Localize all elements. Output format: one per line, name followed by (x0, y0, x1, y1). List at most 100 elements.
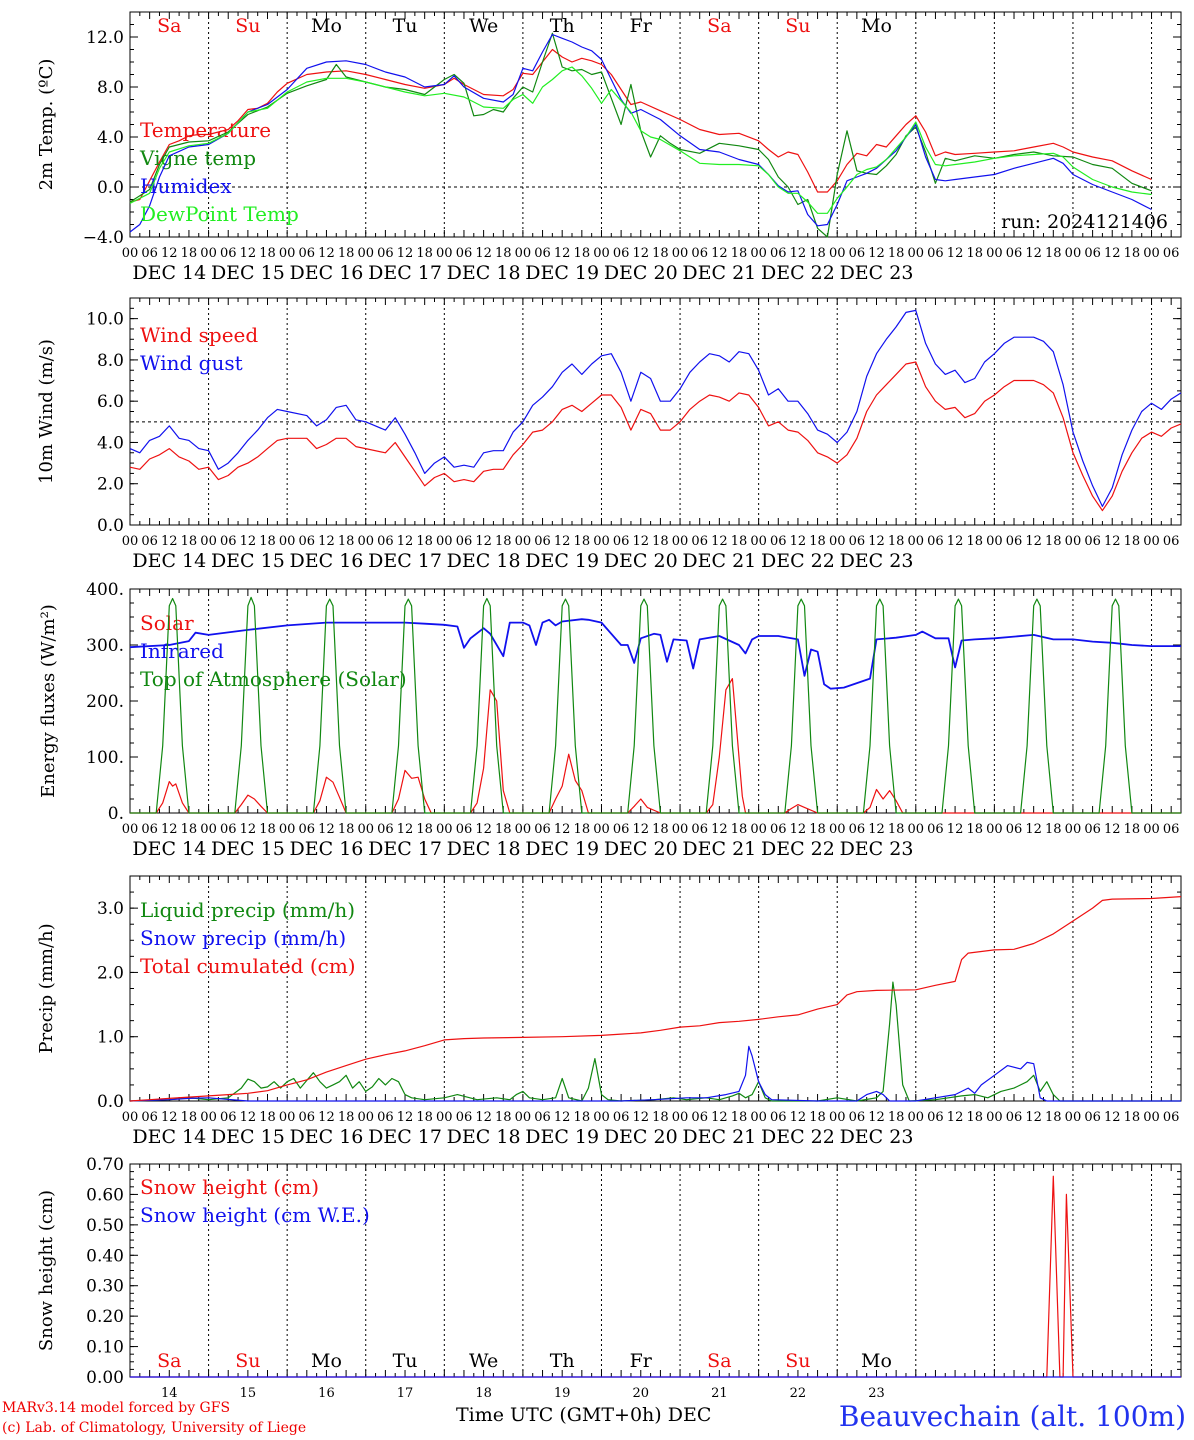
x-hour-label: 00 (515, 1110, 532, 1125)
x-hour-label: 12 (397, 822, 414, 837)
x-hour-label: 12 (711, 822, 728, 837)
y-axis-title: 2m Temp. (ºC) (36, 59, 57, 191)
x-hour-label: 00 (122, 534, 139, 549)
x-date-label: DEC 21 (682, 550, 756, 572)
legend-entry-1: Wind speed (140, 323, 258, 347)
x-hour-label: 12 (1025, 1110, 1042, 1125)
x-hour-label: 06 (456, 1110, 473, 1125)
x-hour-label: 06 (1163, 246, 1180, 261)
y-tick-label: 0.20 (86, 1307, 124, 1327)
x-hour-label: 18 (259, 822, 276, 837)
x-date-label: DEC 16 (290, 262, 364, 284)
x-hour-label: 00 (436, 534, 453, 549)
x-hour-label: 06 (534, 246, 551, 261)
x-day-number: 17 (397, 1386, 414, 1401)
x-hour-label: 00 (279, 534, 296, 549)
y-axis-title: Snow height (cm) (36, 1190, 57, 1351)
footer-lab-credit: (c) Lab. of Climatology, University of L… (2, 1420, 307, 1436)
x-hour-label: 00 (750, 246, 767, 261)
x-hour-label: 00 (436, 822, 453, 837)
x-date-label: DEC 20 (604, 262, 678, 284)
x-day-number: 23 (868, 1386, 885, 1401)
x-hour-label: 18 (888, 534, 905, 549)
y-axis-title: Precip (mm/h) (36, 923, 57, 1053)
x-hour-label: 18 (809, 1110, 826, 1125)
legend-entry-1: Temperature (140, 118, 271, 142)
x-hour-label: 06 (849, 246, 866, 261)
y-tick-label: 0.0 (97, 1092, 124, 1112)
x-hour-label: 00 (1143, 534, 1160, 549)
y-tick-label: 4.0 (97, 433, 124, 453)
y-tick-label: 8.0 (97, 78, 124, 98)
x-hour-label: 18 (416, 1110, 433, 1125)
x-hour-label: 00 (357, 1110, 374, 1125)
x-hour-label: 06 (613, 822, 630, 837)
x-hour-label: 00 (279, 246, 296, 261)
y-tick-label: 0.50 (86, 1216, 124, 1236)
series-line-4 (129, 66, 1152, 214)
weekday-label: Mo (311, 1350, 342, 1372)
x-date-label: DEC 16 (290, 1126, 364, 1148)
x-hour-label: 18 (574, 1110, 591, 1125)
x-hour-label: 00 (986, 534, 1003, 549)
x-hour-label: 06 (1006, 1110, 1023, 1125)
y-tick-label: 4.0 (97, 128, 124, 148)
y-tick-label: 0.70 (86, 1155, 124, 1175)
x-hour-label: 18 (181, 246, 198, 261)
weekday-label: Mo (861, 1350, 892, 1372)
x-hour-label: 12 (397, 246, 414, 261)
x-hour-label: 00 (829, 246, 846, 261)
legend-entry-1: Solar (140, 611, 194, 635)
weekday-label: Su (785, 1350, 810, 1372)
x-hour-label: 06 (691, 534, 708, 549)
x-hour-label: 00 (279, 822, 296, 837)
y-tick-label: 300. (86, 636, 124, 656)
x-date-label: DEC 15 (211, 550, 285, 572)
y-axis-title: Energy fluxes (W/m²) (38, 604, 59, 798)
x-hour-label: 18 (731, 246, 748, 261)
x-hour-label: 06 (613, 1110, 630, 1125)
weekday-label: Th (550, 15, 575, 37)
x-hour-label: 12 (632, 1110, 649, 1125)
x-hour-label: 06 (1084, 822, 1101, 837)
x-hour-label: 06 (220, 822, 237, 837)
x-hour-label: 00 (436, 246, 453, 261)
x-hour-label: 06 (141, 534, 158, 549)
x-hour-label: 12 (632, 534, 649, 549)
x-date-label: DEC 17 (368, 550, 442, 572)
x-hour-label: 18 (966, 534, 983, 549)
x-hour-label: 12 (475, 822, 492, 837)
x-hour-label: 00 (122, 822, 139, 837)
x-date-label: DEC 22 (761, 550, 835, 572)
series-line-2 (129, 1045, 1181, 1102)
y-tick-label: 0.00 (86, 1368, 124, 1388)
x-date-label: DEC 18 (447, 262, 521, 284)
x-hour-label: 00 (672, 1110, 689, 1125)
x-axis-title: Time UTC (GMT+0h) DEC (456, 1404, 711, 1426)
x-hour-label: 12 (475, 534, 492, 549)
y-tick-label: 12.0 (86, 28, 124, 48)
x-hour-label: 18 (338, 822, 355, 837)
x-hour-label: 18 (809, 534, 826, 549)
x-hour-label: 18 (495, 1110, 512, 1125)
series-line-1 (129, 981, 1181, 1102)
legend-entry-2: Infrared (140, 639, 224, 663)
x-hour-label: 18 (652, 246, 669, 261)
x-hour-label: 00 (593, 1110, 610, 1125)
weekday-label: Tu (393, 1350, 418, 1372)
x-hour-label: 12 (318, 246, 335, 261)
x-date-label: DEC 16 (290, 550, 364, 572)
x-date-label: DEC 18 (447, 550, 521, 572)
x-hour-label: 06 (613, 246, 630, 261)
x-hour-label: 00 (593, 534, 610, 549)
x-hour-label: 18 (338, 246, 355, 261)
x-hour-label: 12 (554, 1110, 571, 1125)
weekday-label: Fr (630, 15, 653, 37)
x-hour-label: 18 (574, 822, 591, 837)
x-hour-label: 12 (1104, 534, 1121, 549)
x-axis-month: DEC (667, 1404, 712, 1426)
x-hour-label: 00 (515, 246, 532, 261)
x-date-label: DEC 20 (604, 1126, 678, 1148)
x-date-label: DEC 22 (761, 1126, 835, 1148)
